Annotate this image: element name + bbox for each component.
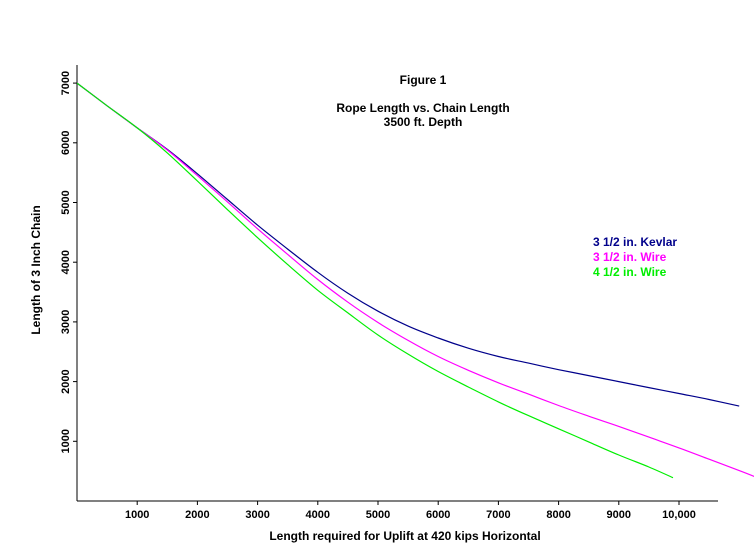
- x-tick-label: 6000: [426, 509, 450, 521]
- series-line-2: [77, 82, 674, 479]
- y-tick-label: 5000: [60, 190, 72, 214]
- x-tick-label: 9000: [607, 509, 631, 521]
- x-tick-label: 2000: [185, 509, 209, 521]
- legend: 3 1/2 in. Kevlar 3 1/2 in. Wire 4 1/2 in…: [593, 235, 677, 279]
- series-lines: [77, 82, 754, 479]
- y-tick-label: 1000: [60, 429, 72, 453]
- x-tick-label: 1000: [125, 509, 149, 521]
- series-line-1: [77, 82, 754, 478]
- figure-label: Figure 1: [400, 73, 447, 87]
- axes: [76, 65, 718, 502]
- x-tick-label: 7000: [486, 509, 510, 521]
- x-tick-label: 8000: [546, 509, 570, 521]
- x-tick-label: 4000: [306, 509, 330, 521]
- chart-title: Rope Length vs. Chain Length: [336, 101, 509, 115]
- y-tick-label: 6000: [60, 131, 72, 155]
- y-tick-label: 3000: [60, 310, 72, 334]
- x-tick-label: 10,000: [662, 509, 696, 521]
- x-axis-label: Length required for Uplift at 420 kips H…: [269, 529, 540, 543]
- legend-item-wire-3-5: 3 1/2 in. Wire: [593, 250, 667, 264]
- y-axis-label: Length of 3 Inch Chain: [29, 205, 43, 334]
- y-tick-label: 4000: [60, 250, 72, 274]
- series-line-0: [77, 82, 740, 407]
- y-tick-label: 7000: [60, 71, 72, 95]
- axis-ticks: 1000 2000 3000 4000 5000 6000 7000 8000 9000 10,0…: [60, 71, 696, 521]
- legend-item-kevlar: 3 1/2 in. Kevlar: [593, 235, 677, 249]
- legend-item-wire-4-5: 4 1/2 in. Wire: [593, 265, 667, 279]
- x-tick-label: 3000: [245, 509, 269, 521]
- y-tick-label: 2000: [60, 369, 72, 393]
- x-tick-label: 5000: [366, 509, 390, 521]
- chart-subtitle: 3500 ft. Depth: [384, 115, 463, 129]
